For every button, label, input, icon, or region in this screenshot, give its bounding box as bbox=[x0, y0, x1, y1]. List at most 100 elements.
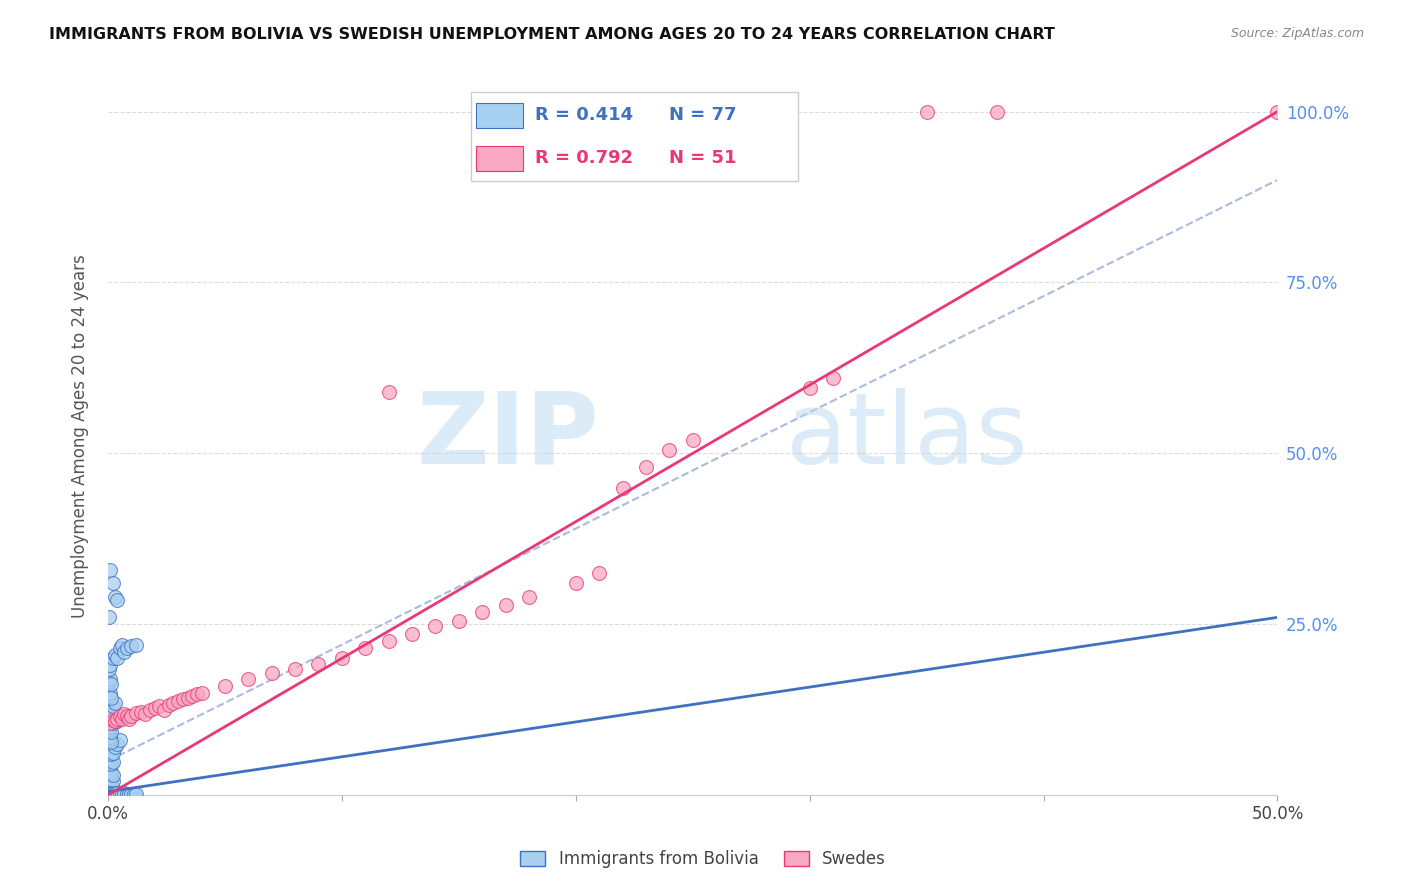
Point bbox=[100, 677, 122, 691]
Point bbox=[260, 666, 283, 681]
Point bbox=[101, 787, 124, 801]
Point bbox=[588, 566, 610, 580]
Point bbox=[100, 766, 122, 780]
Point bbox=[330, 651, 353, 665]
Point bbox=[284, 662, 307, 676]
FancyBboxPatch shape bbox=[471, 92, 799, 181]
Point bbox=[565, 576, 588, 591]
Point bbox=[799, 381, 821, 395]
Point bbox=[101, 767, 124, 781]
Point bbox=[112, 644, 135, 658]
Point bbox=[100, 707, 122, 722]
Point bbox=[98, 740, 121, 755]
Bar bbox=[477, 103, 523, 128]
Point bbox=[100, 735, 122, 749]
Point bbox=[162, 696, 184, 710]
Point bbox=[98, 562, 121, 576]
Point bbox=[108, 733, 131, 747]
Point bbox=[100, 782, 122, 797]
Point bbox=[100, 725, 122, 739]
Point bbox=[105, 712, 128, 726]
Point bbox=[101, 651, 124, 665]
Point bbox=[100, 747, 122, 761]
Point bbox=[167, 694, 190, 708]
Text: IMMIGRANTS FROM BOLIVIA VS SWEDISH UNEMPLOYMENT AMONG AGES 20 TO 24 YEARS CORREL: IMMIGRANTS FROM BOLIVIA VS SWEDISH UNEMP… bbox=[49, 27, 1054, 42]
Point bbox=[238, 672, 260, 686]
Point bbox=[104, 590, 127, 604]
Point bbox=[986, 104, 1008, 119]
Point bbox=[101, 716, 124, 731]
Point bbox=[134, 707, 156, 722]
Text: R = 0.792: R = 0.792 bbox=[534, 149, 633, 167]
Point bbox=[100, 691, 122, 706]
Point bbox=[401, 627, 423, 641]
Point bbox=[100, 757, 122, 772]
Point bbox=[98, 658, 121, 673]
Point bbox=[100, 772, 122, 787]
Point bbox=[112, 707, 135, 722]
Point bbox=[98, 786, 121, 800]
Point bbox=[108, 641, 131, 656]
Point bbox=[105, 737, 128, 751]
Point bbox=[139, 703, 162, 717]
Point bbox=[104, 786, 127, 800]
Point bbox=[153, 703, 176, 717]
Point bbox=[98, 781, 121, 796]
Text: ZIP: ZIP bbox=[416, 388, 599, 484]
Point bbox=[98, 750, 121, 764]
Legend: Immigrants from Bolivia, Swedes: Immigrants from Bolivia, Swedes bbox=[513, 844, 893, 875]
Point bbox=[98, 675, 121, 690]
Point bbox=[101, 774, 124, 789]
Point bbox=[658, 442, 681, 457]
Point bbox=[120, 639, 142, 653]
Point bbox=[101, 781, 124, 796]
Point bbox=[98, 662, 121, 676]
Point bbox=[377, 384, 399, 399]
Text: N = 77: N = 77 bbox=[669, 106, 737, 124]
Point bbox=[143, 700, 166, 714]
Point bbox=[98, 689, 121, 703]
Bar bbox=[477, 145, 523, 170]
Point bbox=[98, 685, 121, 699]
Point bbox=[517, 590, 540, 604]
Point bbox=[98, 720, 121, 734]
Point bbox=[176, 691, 198, 706]
Text: Source: ZipAtlas.com: Source: ZipAtlas.com bbox=[1230, 27, 1364, 40]
Point bbox=[823, 371, 845, 385]
Point bbox=[98, 706, 121, 720]
Point bbox=[98, 778, 121, 792]
Point bbox=[98, 784, 121, 798]
Point bbox=[101, 713, 124, 727]
Point bbox=[125, 706, 148, 720]
Point bbox=[120, 709, 142, 723]
Point bbox=[612, 481, 634, 495]
Point bbox=[105, 593, 128, 607]
Point bbox=[186, 687, 208, 701]
Point bbox=[104, 696, 127, 710]
Point bbox=[105, 714, 128, 729]
Point bbox=[98, 767, 121, 781]
Point bbox=[377, 634, 399, 648]
Point bbox=[98, 764, 121, 779]
Point bbox=[148, 699, 170, 714]
Point bbox=[354, 641, 377, 656]
Point bbox=[172, 692, 194, 706]
Point bbox=[100, 780, 122, 794]
Point bbox=[425, 618, 447, 632]
Point bbox=[98, 672, 121, 686]
Point bbox=[111, 787, 134, 801]
Point bbox=[101, 699, 124, 714]
Text: R = 0.414: R = 0.414 bbox=[534, 106, 633, 124]
Point bbox=[104, 740, 127, 755]
Point bbox=[112, 786, 135, 800]
Point bbox=[98, 744, 121, 758]
Point bbox=[471, 605, 494, 619]
Point bbox=[101, 784, 124, 798]
Point bbox=[111, 712, 134, 726]
Y-axis label: Unemployment Among Ages 20 to 24 years: Unemployment Among Ages 20 to 24 years bbox=[72, 254, 89, 618]
Point bbox=[108, 787, 131, 801]
Point bbox=[125, 787, 148, 801]
Point bbox=[915, 104, 938, 119]
Point bbox=[104, 714, 127, 729]
Point bbox=[447, 614, 470, 628]
